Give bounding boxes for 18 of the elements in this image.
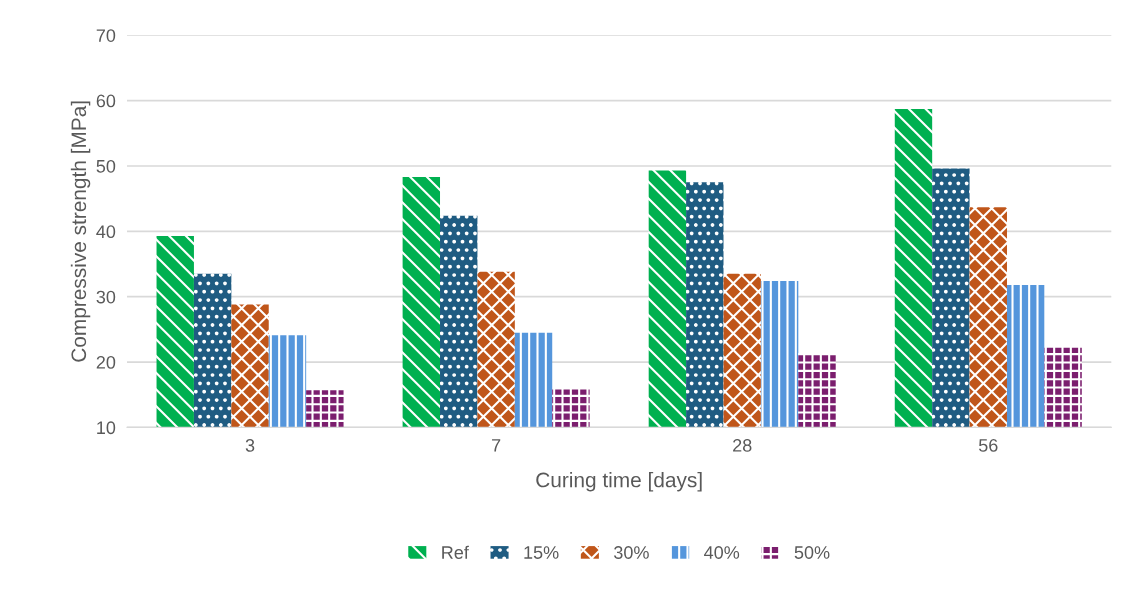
- legend-label: 15%: [524, 546, 559, 559]
- x-tick-label: 3: [245, 439, 255, 452]
- legend-label: 40%: [704, 546, 740, 559]
- y-tick-label: 70: [96, 29, 116, 42]
- y-tick-label: 50: [96, 159, 116, 173]
- x-tick-label: 28: [733, 439, 752, 452]
- y-tick-label: 40: [96, 225, 116, 239]
- x-tick-label: 56: [978, 439, 998, 452]
- y-tick-label: 20: [96, 356, 116, 369]
- legend-label: Ref: [442, 545, 469, 559]
- y-axis-title: Compressive strength [MPa]: [70, 101, 91, 362]
- y-tick-label: 10: [97, 421, 116, 435]
- y-tick-label: 30: [96, 290, 116, 304]
- x-tick-label: 7: [492, 439, 501, 452]
- legend-label: 30%: [614, 546, 649, 559]
- y-tick-label: 60: [96, 94, 116, 108]
- legend-label: 50%: [794, 546, 830, 559]
- x-axis-title: Curing time [days]: [536, 472, 702, 492]
